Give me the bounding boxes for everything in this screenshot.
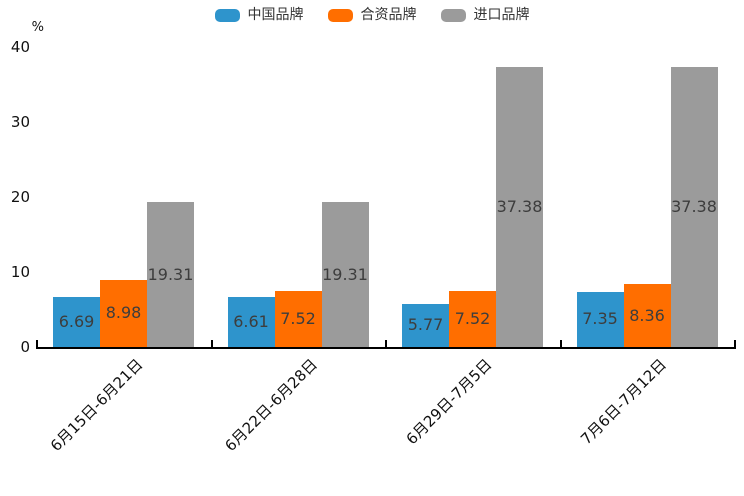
- bar-0-group-0[interactable]: 6.69: [53, 296, 100, 347]
- y-axis-tick-label: 0: [20, 338, 30, 356]
- x-axis-tick: [210, 340, 213, 349]
- legend-swatch-icon: [214, 8, 240, 22]
- y-axis-tick-label: 20: [10, 188, 30, 206]
- y-axis-tick-label: 10: [10, 263, 30, 281]
- legend-label: 中国品牌: [247, 7, 304, 23]
- x-axis-category-label: 6月15日-6月21日: [46, 355, 147, 455]
- x-axis-tick: [385, 340, 387, 349]
- legend-item-1[interactable]: 合资品牌: [327, 7, 417, 23]
- x-axis-tick: [36, 340, 38, 349]
- bar-1-group-3[interactable]: 8.36: [623, 284, 671, 347]
- bar-value-label: 7.52: [280, 308, 316, 328]
- bar-value-label: 7.35: [582, 309, 618, 329]
- bar-value-label: 8.98: [105, 303, 142, 323]
- bar-value-label: 8.36: [629, 305, 665, 325]
- bar-2-group-2[interactable]: 37.38: [496, 66, 543, 347]
- bar-0-group-2[interactable]: 5.77: [402, 303, 449, 347]
- bar-2-group-3[interactable]: 37.38: [670, 66, 718, 347]
- bar-1-group-0[interactable]: 8.98: [100, 279, 147, 347]
- y-axis-unit-label: %: [31, 20, 44, 35]
- bar-1-group-2[interactable]: 7.52: [449, 290, 496, 347]
- x-axis-tick: [559, 340, 562, 349]
- legend-swatch-icon: [327, 8, 353, 22]
- x-axis-tick: [734, 340, 736, 349]
- legend: 中国品牌 合资品牌 进口品牌: [0, 8, 744, 22]
- bar-value-label: 5.77: [407, 315, 444, 335]
- y-axis-tick-label: 40: [10, 38, 30, 56]
- legend-item-2[interactable]: 进口品牌: [440, 7, 530, 23]
- legend-item-0[interactable]: 中国品牌: [214, 7, 304, 23]
- bar-value-label: 6.61: [233, 312, 269, 332]
- bar-value-label: 6.69: [58, 311, 95, 331]
- legend-swatch-icon: [440, 8, 466, 22]
- bar-0-group-1[interactable]: 6.61: [227, 297, 275, 347]
- bar-2-group-0[interactable]: 19.31: [147, 202, 194, 347]
- bar-value-label: 19.31: [322, 264, 368, 284]
- bar-value-label: 19.31: [147, 264, 194, 284]
- bar-value-label: 37.38: [671, 196, 717, 216]
- bar-value-label: 37.38: [496, 196, 543, 216]
- bar-1-group-1[interactable]: 7.52: [274, 290, 322, 347]
- y-axis-tick-label: 30: [10, 113, 30, 131]
- bar-2-group-1[interactable]: 19.31: [321, 202, 369, 347]
- legend-label: 合资品牌: [360, 7, 417, 23]
- bar-0-group-3[interactable]: 7.35: [576, 291, 624, 347]
- bar-value-label: 7.52: [454, 308, 491, 328]
- legend-label: 进口品牌: [473, 7, 530, 23]
